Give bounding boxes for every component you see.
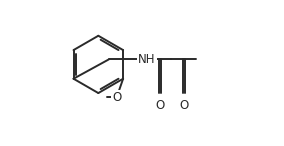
Text: O: O <box>112 91 121 104</box>
Text: NH: NH <box>138 53 156 66</box>
Text: O: O <box>179 99 188 112</box>
Text: O: O <box>155 99 164 112</box>
